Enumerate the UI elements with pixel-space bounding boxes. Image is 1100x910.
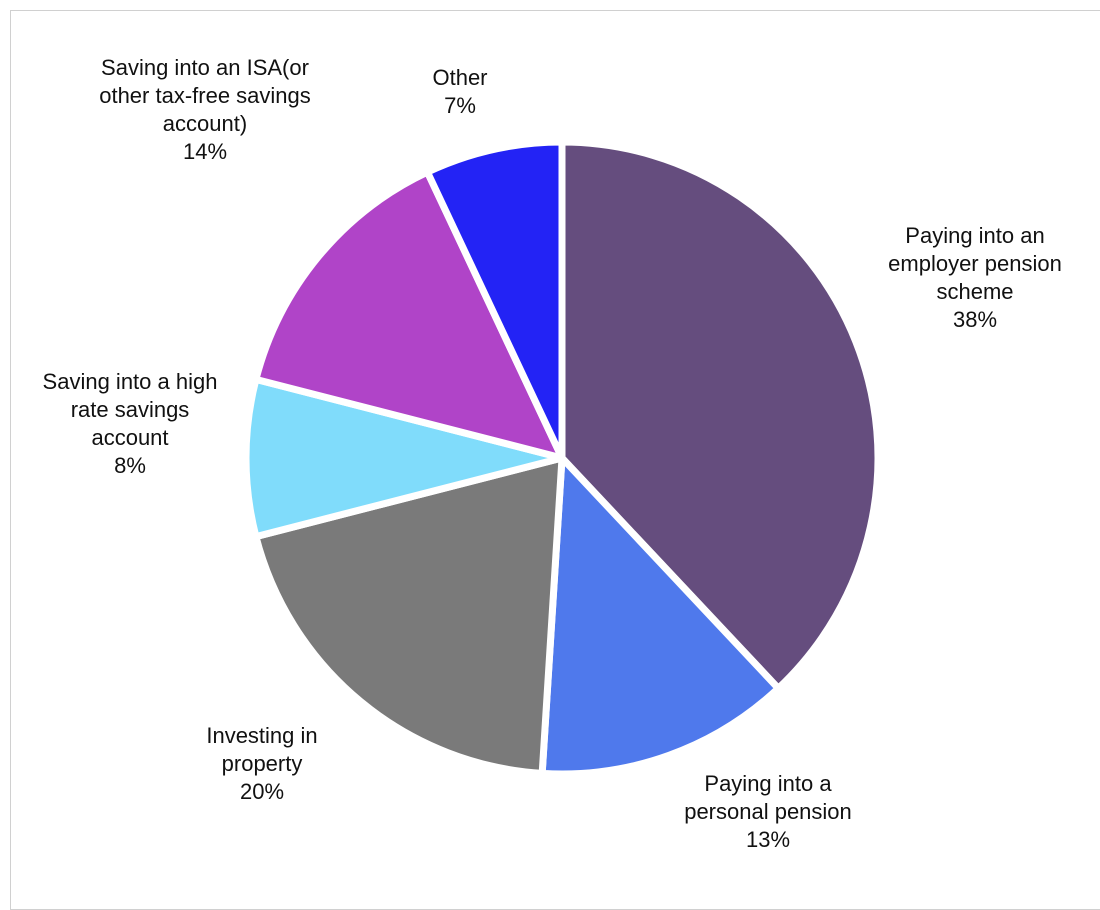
slice-label: Paying into an employer pension scheme 38…: [870, 222, 1080, 334]
pie-slice: [252, 454, 566, 777]
slice-value-label: 20%: [239, 779, 285, 804]
slice-name: Saving into a high rate savings account: [42, 369, 218, 450]
slice-label: Saving into a high rate savings account 8…: [30, 368, 230, 480]
pie-slice: [252, 168, 566, 462]
slice-name: Paying into an employer pension scheme: [888, 223, 1062, 304]
slice-name: Investing in property: [206, 723, 318, 776]
pie-slice: [423, 138, 566, 462]
pie-slice: [538, 454, 782, 778]
slice-label: Other 7%: [400, 64, 520, 120]
slice-value-label: 13%: [745, 827, 791, 852]
slice-value-label: 8%: [114, 453, 146, 478]
slice-value-label: 7%: [444, 93, 476, 118]
slice-value-label: 14%: [182, 139, 228, 164]
pie-slice: [558, 138, 882, 692]
slice-label: Investing in property 20%: [167, 722, 357, 806]
slice-name: Saving into an ISA(or other tax-free sav…: [99, 55, 311, 136]
pie-slice: [242, 375, 566, 541]
slice-name: Paying into a personal pension: [684, 771, 852, 824]
slice-label: Paying into a personal pension 13%: [668, 770, 868, 854]
slice-name: Other: [432, 65, 488, 90]
slice-value-label: 38%: [952, 307, 998, 332]
slice-label: Saving into an ISA(or other tax-free sav…: [95, 54, 315, 166]
